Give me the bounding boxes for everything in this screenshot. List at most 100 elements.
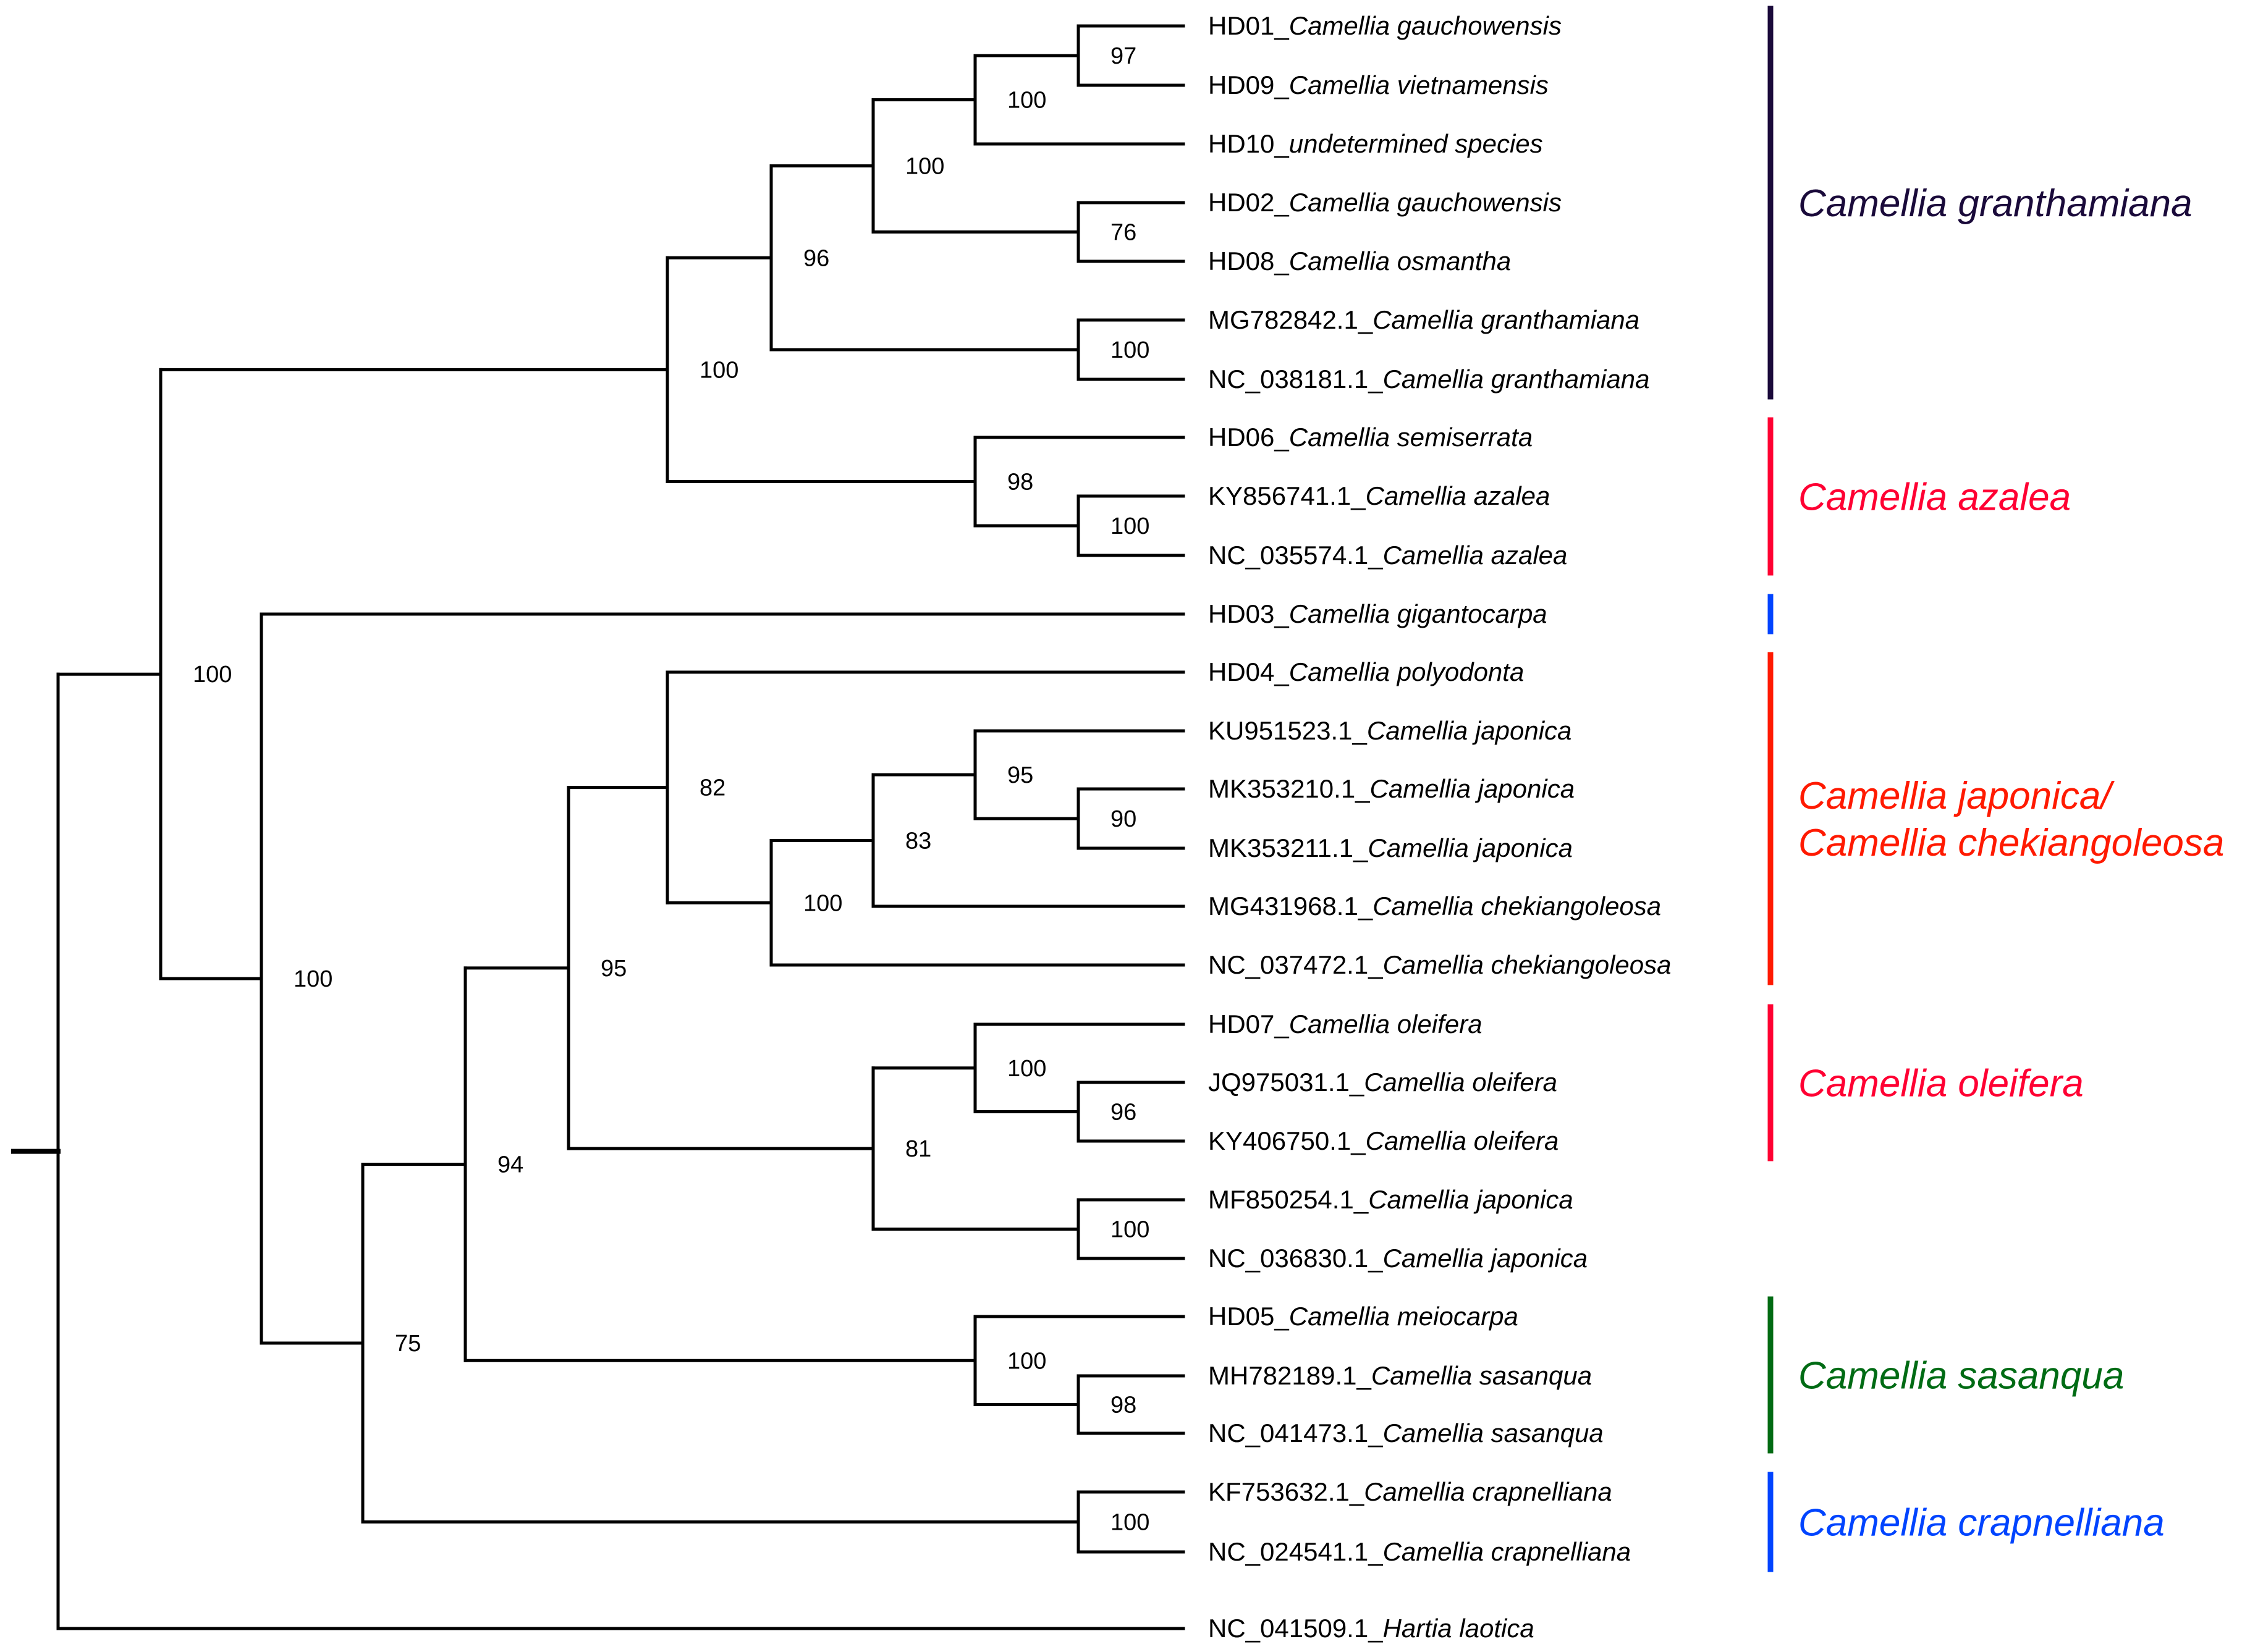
species-name: Camellia meiocarpa [1289,1302,1518,1331]
bootstrap-n23: 100 [1110,1510,1149,1536]
accession: HD05_ [1208,1302,1289,1331]
species-name: Camellia gigantocarpa [1289,599,1547,628]
bootstrap-n6: 96 [803,245,829,271]
bootstrap-n5: 100 [1110,337,1149,363]
accession: HD01_ [1208,11,1289,40]
species-name: Camellia sasanqua [1383,1418,1604,1448]
species-name: undetermined species [1289,129,1543,158]
tree-branches [11,24,1185,1630]
bootstrap-n18: 81 [905,1136,931,1162]
tip-label: HD06_Camellia semiserrata [1208,423,1533,452]
species-name: Camellia gauchowensis [1289,188,1562,217]
clade-label: Camellia azalea [1798,476,2071,519]
clade-annotations: Camellia granthamiana Camellia azalea Came… [1767,6,2224,1572]
accession: MG431968.1_ [1208,891,1373,921]
tip-label: NC_041473.1_Camellia sasanqua [1208,1418,1604,1448]
accession: NC_024541.1_ [1208,1537,1383,1566]
bootstrap-n7: 100 [1110,513,1149,539]
accession: NC_041473.1_ [1208,1418,1383,1448]
species-name: Camellia vietnamensis [1289,70,1549,99]
accession: HD03_ [1208,599,1289,628]
bootstrap-n16: 100 [1007,1056,1046,1082]
bootstrap-values: 97 100 76 100 100 96 100 98 100 90 95 83 100 82 96 100 1… [193,43,1149,1536]
accession: HD04_ [1208,657,1289,686]
accession: HD06_ [1208,423,1289,452]
clade-label: Camellia granthamiana [1798,182,2193,225]
tip-label: HD09_Camellia vietnamensis [1208,70,1549,99]
clade-label: Camellia sasanqua [1798,1355,2124,1397]
species-name: Camellia gauchowensis [1289,11,1562,40]
species-name: Camellia sasanqua [1371,1361,1592,1390]
bootstrap-n2: 100 [1007,88,1046,114]
bootstrap-n12: 83 [905,828,931,854]
tip-label: JQ975031.1_Camellia oleifera [1208,1068,1557,1097]
bootstrap-n25: 100 [294,966,332,992]
species-name: Hartia laotica [1383,1614,1534,1643]
species-name: Camellia polyodonta [1289,657,1525,686]
bootstrap-n15: 96 [1110,1100,1136,1126]
accession: MH782189.1_ [1208,1361,1371,1390]
accession: NC_036830.1_ [1208,1244,1383,1273]
bootstrap-n26: 100 [193,662,232,688]
bootstrap-n8: 98 [1007,470,1033,495]
accession: HD02_ [1208,188,1289,217]
species-name: Camellia semiserrata [1289,423,1533,452]
bootstrap-n11: 95 [1007,762,1033,788]
tip-label: KY406750.1_Camellia oleifera [1208,1126,1559,1155]
bootstrap-n13: 100 [803,890,842,916]
accession: KF753632.1_ [1208,1477,1364,1506]
tip-label: KF753632.1_Camellia crapnelliana [1208,1477,1612,1506]
bootstrap-n9: 100 [700,357,738,383]
accession: MK353210.1_ [1208,774,1370,803]
accession: KY406750.1_ [1208,1126,1366,1155]
clade-label: Camellia japonica/ [1798,775,2115,817]
species-name: Camellia japonica [1367,716,1572,745]
tip-label: MG782842.1_Camellia granthamiana [1208,305,1639,334]
accession: MK353211.1_ [1208,833,1368,862]
accession: HD09_ [1208,70,1289,99]
bootstrap-n21: 100 [1007,1348,1046,1374]
tip-label: MK353211.1_Camellia japonica [1208,833,1573,862]
species-name: Camellia japonica [1368,833,1573,862]
accession: MG782842.1_ [1208,305,1373,334]
accession: NC_035574.1_ [1208,541,1383,570]
tip-label: MF850254.1_Camellia japonica [1208,1185,1573,1214]
bootstrap-n20: 98 [1110,1393,1136,1418]
tip-label: HD10_undetermined species [1208,129,1543,158]
species-name: Camellia azalea [1366,481,1550,510]
species-name: Camellia chekiangoleosa [1372,891,1661,921]
tip-label: NC_037472.1_Camellia chekiangoleosa [1208,950,1672,979]
accession: HD07_ [1208,1009,1289,1039]
tip-label: HD07_Camellia oleifera [1208,1009,1482,1039]
tip-label: HD08_Camellia osmantha [1208,247,1511,276]
tip-label: NC_035574.1_Camellia azalea [1208,541,1567,570]
clade-label: Camellia crapnelliana [1798,1502,2165,1545]
tip-label: KY856741.1_Camellia azalea [1208,481,1550,510]
tip-label: HD01_Camellia gauchowensis [1208,11,1562,40]
tip-label: HD04_Camellia polyodonta [1208,657,1524,686]
species-name: Camellia osmantha [1289,247,1512,276]
tip-label: NC_036830.1_Camellia japonica [1208,1244,1588,1273]
tip-label: NC_024541.1_Camellia crapnelliana [1208,1537,1631,1566]
species-name: Camellia oleifera [1364,1068,1557,1097]
clade-label: Camellia oleifera [1798,1063,2084,1105]
accession: HD08_ [1208,247,1289,276]
bootstrap-n24: 75 [395,1331,421,1357]
bootstrap-n10: 90 [1110,806,1136,832]
accession: HD10_ [1208,129,1289,158]
bootstrap-n4: 100 [905,154,944,180]
species-name: Camellia granthamiana [1383,365,1650,394]
tip-label: KU951523.1_Camellia japonica [1208,716,1571,745]
accession: MF850254.1_ [1208,1185,1369,1214]
bootstrap-n3: 76 [1110,220,1136,246]
species-name: Camellia crapnelliana [1383,1537,1631,1566]
species-name: Camellia japonica [1368,1185,1573,1214]
bootstrap-n14: 82 [700,775,725,801]
species-name: Camellia granthamiana [1372,305,1639,334]
tip-labels: HD01_Camellia gauchowensisHD09_Camellia … [1208,11,1672,1643]
tip-label: MK353210.1_Camellia japonica [1208,774,1575,803]
bootstrap-n17: 100 [1110,1217,1149,1243]
accession: NC_037472.1_ [1208,950,1383,979]
tip-label: NC_038181.1_Camellia granthamiana [1208,365,1649,394]
